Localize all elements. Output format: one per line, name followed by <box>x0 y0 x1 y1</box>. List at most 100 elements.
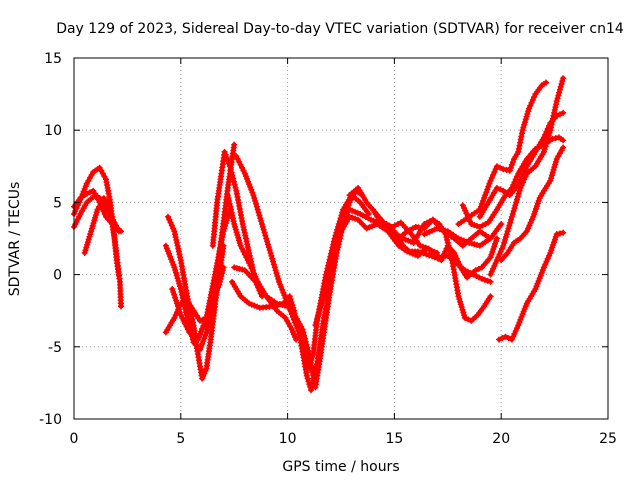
data-marker <box>511 205 518 212</box>
series-sat-23 <box>487 75 567 278</box>
data-point <box>540 264 547 271</box>
data-marker <box>544 255 551 262</box>
data-point <box>560 144 567 151</box>
data-marker <box>86 233 93 240</box>
data-marker <box>246 181 253 188</box>
data-marker <box>242 173 249 180</box>
data-marker <box>478 200 485 207</box>
data-marker <box>480 197 487 204</box>
data-marker <box>278 284 285 291</box>
data-marker <box>219 267 226 274</box>
series-sat-19 <box>421 221 505 249</box>
data-marker <box>256 212 263 219</box>
data-marker <box>201 335 208 342</box>
data-marker <box>488 268 495 275</box>
data-point <box>560 137 567 144</box>
data-marker <box>85 236 92 243</box>
data-point <box>487 278 494 285</box>
data-marker <box>170 225 177 232</box>
y-axis-label: SDTVAR / TECUs <box>7 182 23 297</box>
data-point <box>162 242 169 249</box>
data-marker <box>174 300 181 307</box>
data-point <box>525 105 532 112</box>
data-point <box>553 231 560 238</box>
data-marker <box>503 166 510 173</box>
data-point <box>100 195 107 202</box>
data-point <box>241 170 248 177</box>
data-marker <box>83 244 90 251</box>
data-marker <box>492 260 499 267</box>
data-point <box>312 322 319 329</box>
data-marker <box>261 229 268 236</box>
data-marker <box>548 172 555 179</box>
data-point <box>276 278 283 285</box>
data-marker <box>266 247 273 254</box>
data-marker <box>550 166 557 173</box>
data-marker <box>522 116 529 123</box>
data-marker <box>201 320 208 327</box>
data-marker <box>520 124 527 131</box>
data-marker <box>228 169 235 176</box>
data-marker <box>273 270 280 277</box>
data-marker <box>255 209 262 216</box>
data-marker <box>328 260 335 267</box>
data-marker <box>492 166 499 173</box>
data-marker <box>230 175 237 182</box>
data-marker <box>272 267 279 274</box>
data-marker <box>323 284 330 291</box>
data-marker <box>538 269 545 276</box>
axis-ticks: 0 5 10 15 20 25 -10 -5 0 5 10 15 <box>39 51 617 447</box>
data-marker <box>542 143 549 150</box>
data-marker <box>198 343 205 350</box>
data-marker <box>223 154 230 161</box>
series-sat-25 <box>498 144 567 264</box>
data-marker <box>515 190 522 197</box>
data-series <box>71 75 567 394</box>
data-marker <box>455 258 462 265</box>
data-marker <box>554 95 561 102</box>
data-marker <box>448 254 455 261</box>
data-marker <box>227 166 234 173</box>
data-marker <box>316 307 323 314</box>
data-marker <box>458 304 465 311</box>
data-marker <box>522 173 529 180</box>
data-point <box>540 148 547 155</box>
data-point <box>560 229 567 236</box>
data-marker <box>288 299 295 306</box>
data-marker <box>435 255 442 262</box>
data-marker <box>475 265 482 272</box>
data-point <box>81 249 88 256</box>
data-marker <box>507 164 514 171</box>
data-point <box>500 242 507 249</box>
data-marker <box>481 195 488 202</box>
data-marker <box>518 314 525 321</box>
grid <box>74 58 608 419</box>
data-point <box>220 228 227 235</box>
data-marker <box>234 231 241 238</box>
data-marker <box>481 276 488 283</box>
data-point <box>553 98 560 105</box>
data-marker <box>536 275 543 282</box>
data-marker <box>502 236 509 243</box>
data-marker <box>333 242 340 249</box>
data-marker <box>305 347 312 354</box>
data-marker <box>166 250 173 257</box>
data-marker <box>552 161 559 168</box>
data-marker <box>167 253 174 260</box>
data-marker <box>483 189 490 196</box>
data-marker <box>322 287 329 294</box>
data-marker <box>84 239 91 246</box>
data-marker <box>106 206 113 213</box>
data-marker <box>172 312 179 319</box>
data-point <box>221 148 228 155</box>
data-marker <box>543 258 550 265</box>
data-marker <box>304 344 311 351</box>
data-point <box>498 221 505 228</box>
data-marker <box>264 238 271 245</box>
data-marker <box>509 210 516 217</box>
data-marker <box>440 251 447 258</box>
data-point <box>83 190 90 197</box>
data-point <box>493 163 500 170</box>
data-marker <box>337 231 344 238</box>
data-point <box>438 257 445 264</box>
